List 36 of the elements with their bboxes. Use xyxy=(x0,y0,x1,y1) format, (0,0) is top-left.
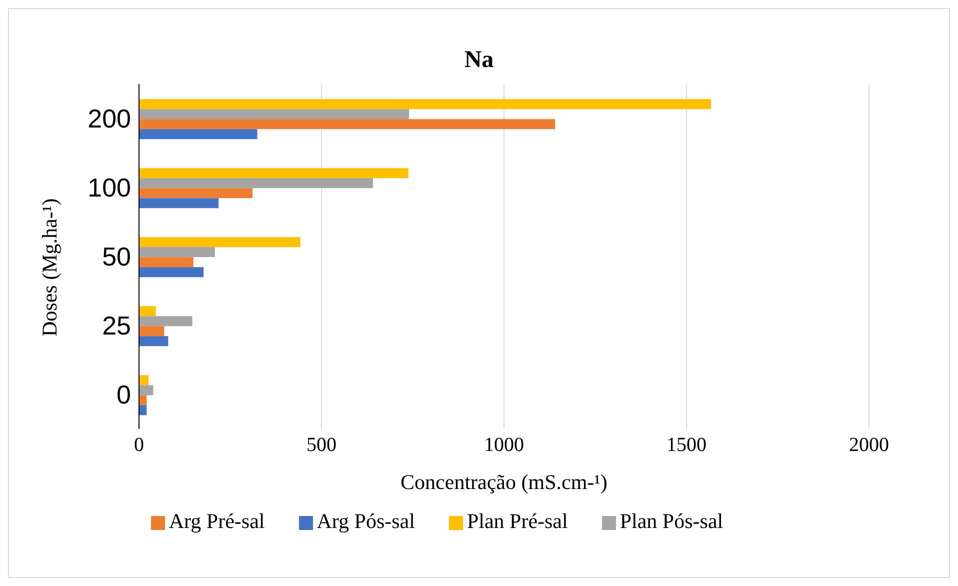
bar xyxy=(139,129,258,140)
y-tick-label: 200 xyxy=(88,104,131,134)
bar xyxy=(139,395,147,406)
bar xyxy=(139,168,408,178)
legend-label: Plan Pós-sal xyxy=(620,509,724,533)
bar xyxy=(139,326,164,336)
legend-label: Plan Pré-sal xyxy=(466,509,568,533)
legend-label: Arg Pós-sal xyxy=(316,509,415,533)
bar xyxy=(139,237,300,248)
bar xyxy=(139,99,711,110)
bar xyxy=(139,306,156,316)
bar xyxy=(139,188,253,198)
bar xyxy=(139,247,215,258)
y-tick-label: 100 xyxy=(88,172,131,203)
bar xyxy=(139,405,147,416)
x-tick-label: 2000 xyxy=(849,434,889,456)
chart-title: Na xyxy=(463,47,495,74)
x-tick-label: 500 xyxy=(306,434,336,456)
y-tick-label: 0 xyxy=(116,380,131,410)
bar xyxy=(139,375,148,386)
x-axis-title: Concentração (mS.cm-¹) xyxy=(400,470,608,494)
y-axis-title: Doses (Mg.ha-¹) xyxy=(37,198,62,336)
bar xyxy=(139,257,194,268)
bar xyxy=(139,198,219,208)
bar xyxy=(139,267,204,278)
x-tick-label: 1000 xyxy=(484,434,524,456)
y-tick-label: 50 xyxy=(102,242,131,272)
bar xyxy=(139,109,410,120)
y-tick-label: 25 xyxy=(102,310,131,341)
bar xyxy=(139,336,168,346)
bar xyxy=(139,119,556,130)
bar xyxy=(139,385,154,396)
legend-label: Arg Pré-sal xyxy=(168,509,265,533)
x-tick-label: 1500 xyxy=(666,434,706,456)
bar xyxy=(139,316,192,326)
bar xyxy=(139,178,373,188)
